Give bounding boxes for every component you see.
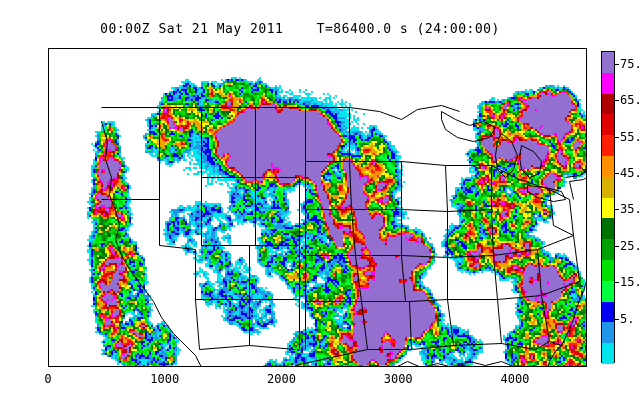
colorbar-label: 5. bbox=[620, 312, 635, 326]
colorbar-band bbox=[602, 176, 614, 198]
colorbar-label: 15. bbox=[620, 275, 640, 289]
colorbar-label: 75. bbox=[620, 57, 640, 71]
reflectivity-canvas bbox=[49, 49, 586, 366]
colorbar-band bbox=[602, 93, 614, 115]
colorbar-band bbox=[602, 52, 614, 73]
colorbar-band bbox=[602, 135, 614, 156]
radar-field bbox=[49, 49, 586, 366]
colorbar-tick bbox=[615, 246, 619, 247]
colorbar-band bbox=[602, 343, 614, 364]
x-axis-label: 1000 bbox=[150, 372, 180, 386]
plot-area bbox=[48, 48, 587, 367]
colorbar-tick bbox=[615, 173, 619, 174]
colorbar-band bbox=[602, 72, 614, 94]
colorbar-label: 25. bbox=[620, 239, 640, 253]
page-title: 00:00Z Sat 21 May 2011 T=86400.0 s (24:0… bbox=[100, 22, 500, 37]
colorbar bbox=[601, 51, 615, 364]
colorbar-band bbox=[602, 322, 614, 344]
colorbar-band bbox=[602, 155, 614, 177]
colorbar-label: 35. bbox=[620, 202, 640, 216]
x-axis-label: 2000 bbox=[267, 372, 296, 386]
colorbar-tick bbox=[615, 100, 619, 101]
colorbar-tick bbox=[615, 209, 619, 210]
colorbar-tick bbox=[615, 137, 619, 138]
x-axis-label: 0 bbox=[44, 372, 52, 386]
colorbar-band bbox=[602, 218, 614, 240]
colorbar-band bbox=[602, 239, 614, 260]
colorbar-label: 65. bbox=[620, 93, 640, 107]
colorbar-tick bbox=[615, 282, 619, 283]
x-axis-label: 3000 bbox=[383, 372, 413, 386]
colorbar-label: 45. bbox=[620, 166, 640, 180]
colorbar-label: 55. bbox=[620, 130, 640, 144]
colorbar-band bbox=[602, 114, 614, 136]
x-axis-label: 4000 bbox=[500, 372, 530, 386]
colorbar-band bbox=[602, 280, 614, 302]
colorbar-tick bbox=[615, 319, 619, 320]
colorbar-band bbox=[602, 197, 614, 219]
colorbar-tick bbox=[615, 64, 619, 65]
colorbar-band bbox=[602, 301, 614, 323]
colorbar-band bbox=[602, 259, 614, 281]
